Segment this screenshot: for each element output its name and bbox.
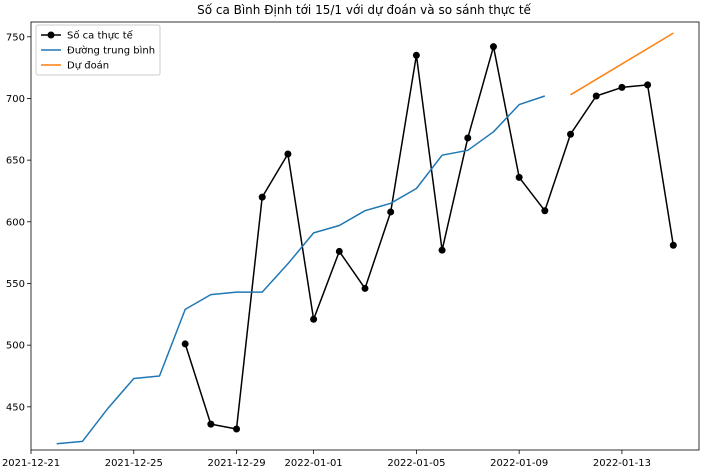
data-point	[567, 130, 575, 138]
data-point	[284, 150, 292, 158]
data-point	[618, 83, 626, 91]
data-point	[181, 340, 189, 348]
legend-label: Dự đoán	[67, 60, 109, 72]
data-point	[310, 315, 318, 323]
legend-marker	[47, 31, 55, 39]
data-point	[541, 207, 549, 215]
data-point	[233, 425, 241, 433]
data-point	[412, 51, 420, 59]
data-point	[644, 81, 652, 89]
x-axis: 2021-12-21 2021-12-25 2021-12-29 2022-01-01…	[2, 450, 651, 469]
chart-title: Số ca Bình Định tới 15/1 với dự đoán và …	[197, 3, 531, 17]
data-point	[592, 92, 600, 100]
y-tick-label: 550	[6, 279, 25, 290]
legend-box	[35, 24, 161, 76]
x-tick-label: 2021-12-29	[207, 458, 265, 469]
y-tick-label: 750	[6, 32, 25, 43]
legend: Số ca thực tế Đường trung bình Dự đoán	[35, 24, 161, 76]
x-tick-label: 2022-01-13	[593, 458, 651, 469]
y-tick-label: 650	[6, 156, 25, 167]
series-layer	[56, 32, 677, 445]
plot-frame	[30, 21, 700, 451]
data-point	[335, 247, 343, 255]
y-tick-label: 700	[6, 94, 25, 105]
series-line-2	[56, 95, 546, 445]
data-point	[515, 173, 523, 181]
y-tick-label: 450	[6, 402, 25, 413]
y-tick-label: 500	[6, 341, 25, 352]
x-tick-label: 2022-01-01	[285, 458, 343, 469]
x-tick-label: 2022-01-09	[490, 458, 548, 469]
x-tick-label: 2022-01-05	[387, 458, 445, 469]
plot-area	[30, 21, 700, 451]
data-point	[361, 284, 369, 292]
data-point	[207, 420, 215, 428]
data-point	[464, 134, 472, 142]
y-axis: 450 500 550 600 650 700 750	[6, 32, 31, 413]
y-tick-label: 600	[6, 217, 25, 228]
x-tick-label: 2021-12-21	[2, 458, 60, 469]
data-point	[258, 193, 266, 201]
series-line-1	[184, 45, 675, 430]
data-point	[387, 208, 395, 216]
x-tick-label: 2021-12-25	[105, 458, 163, 469]
data-point	[438, 246, 446, 254]
data-point	[489, 43, 497, 51]
legend-label: Số ca thực tế	[67, 30, 134, 42]
series-line-3	[570, 32, 674, 96]
data-point	[669, 241, 677, 249]
legend-label: Đường trung bình	[67, 45, 155, 57]
